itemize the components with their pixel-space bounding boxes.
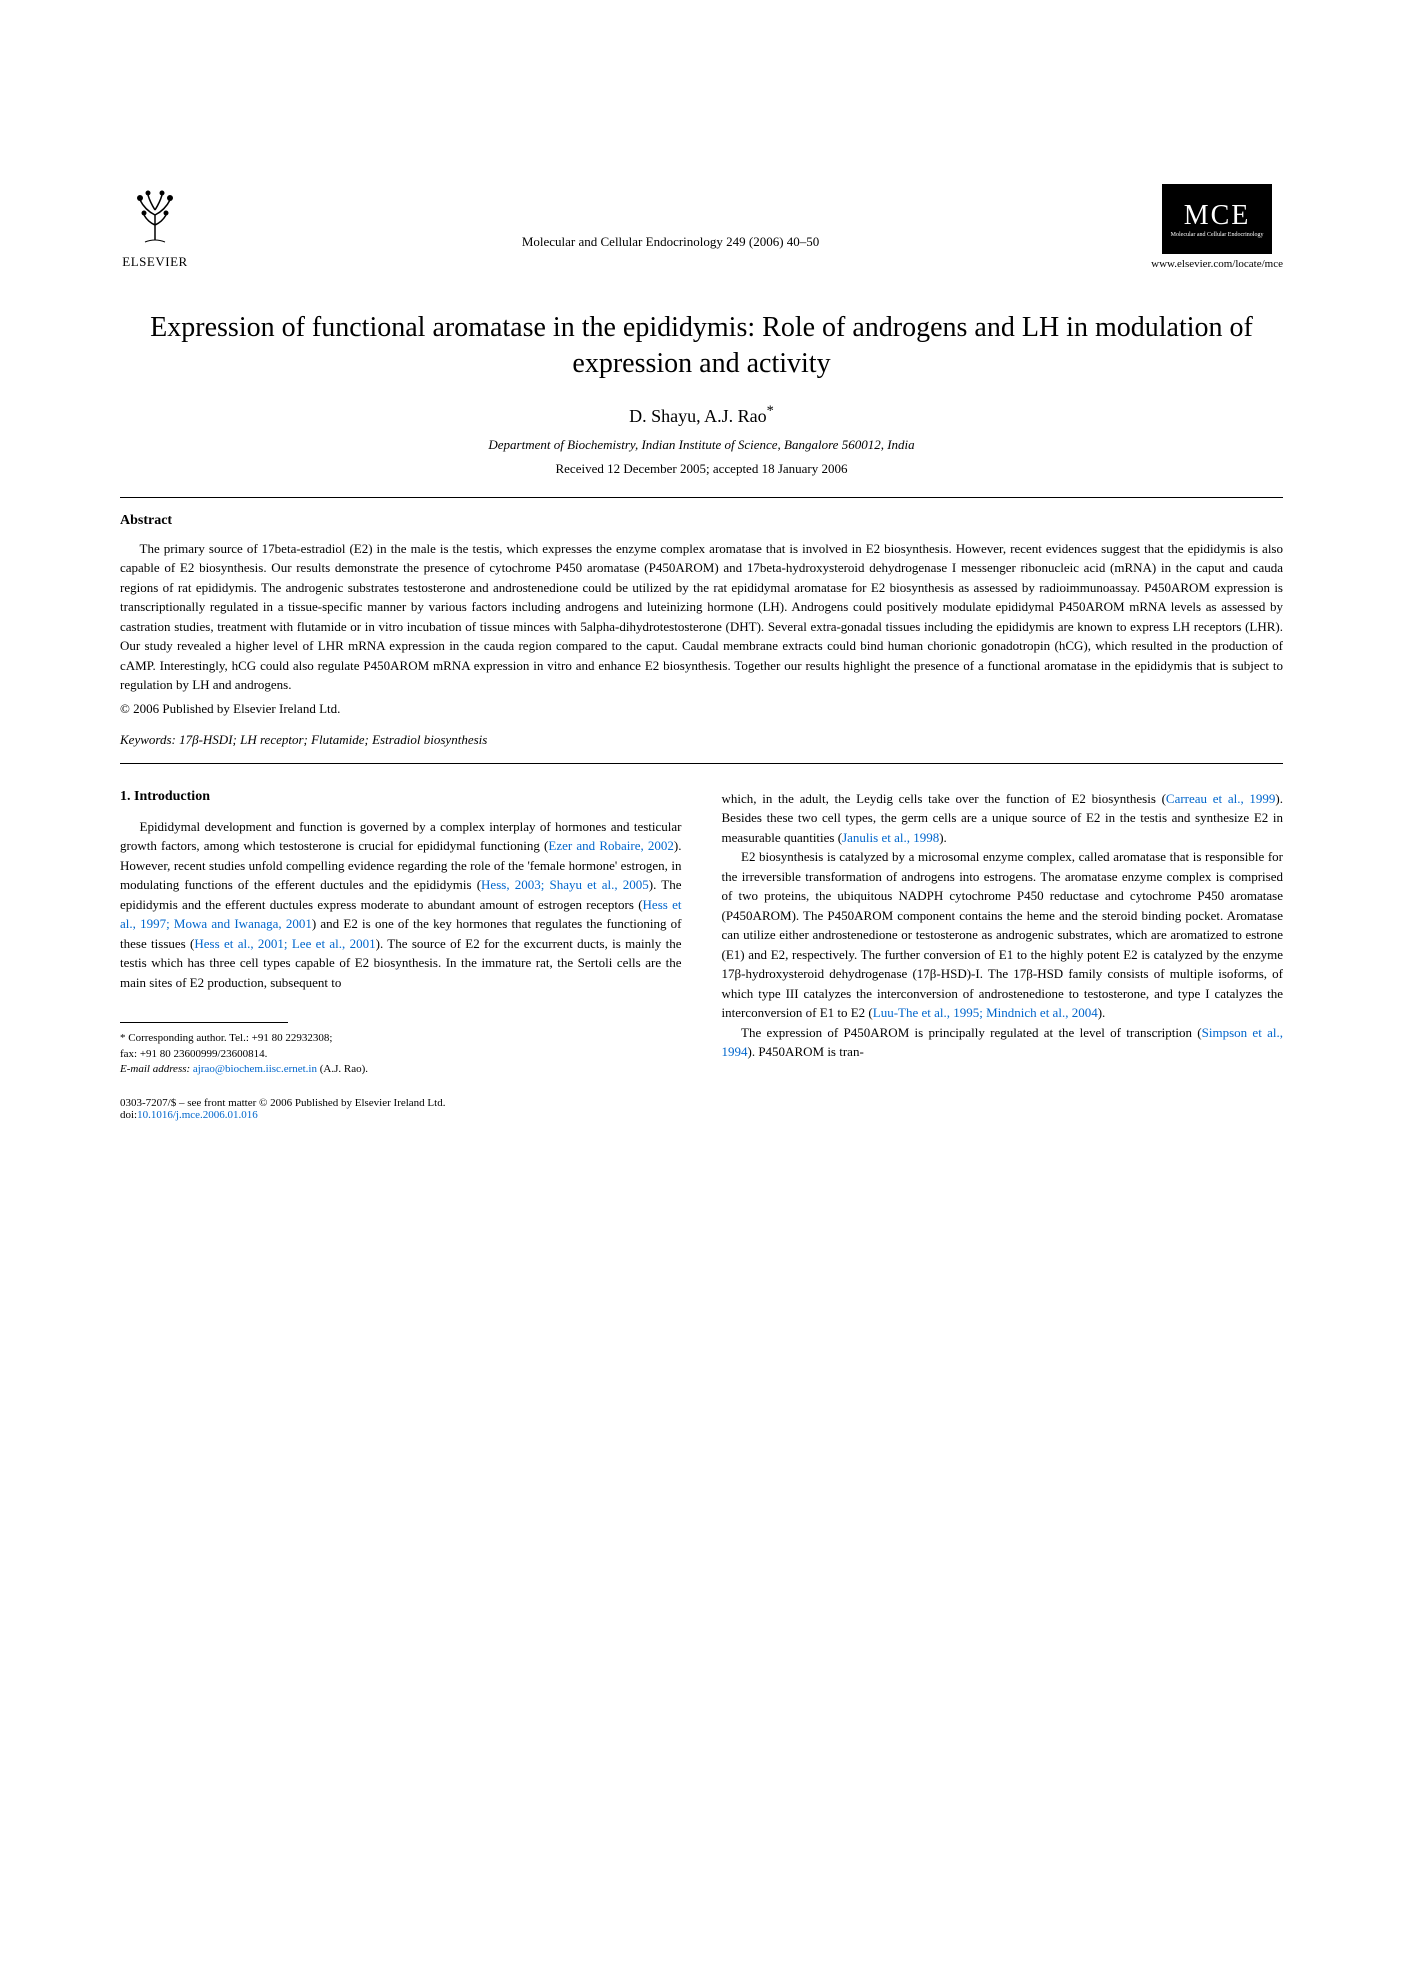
journal-logo-subtitle: Molecular and Cellular Endocrinology — [1171, 232, 1264, 238]
abstract-body: The primary source of 17beta-estradiol (… — [120, 539, 1283, 695]
keywords: Keywords: 17β-HSDI; LH receptor; Flutami… — [120, 732, 1283, 748]
article-dates: Received 12 December 2005; accepted 18 J… — [120, 461, 1283, 477]
journal-reference: Molecular and Cellular Endocrinology 249… — [190, 234, 1151, 270]
citation-link[interactable]: Ezer and Robaire, 2002 — [548, 838, 674, 853]
body-paragraph: Epididymal development and function is g… — [120, 817, 682, 993]
publisher-logo: ELSEVIER — [120, 180, 190, 270]
affiliation: Department of Biochemistry, Indian Insti… — [120, 437, 1283, 453]
citation-link[interactable]: Hess et al., 2001; Lee et al., 2001 — [194, 936, 375, 951]
column-left: 1. Introduction Epididymal development a… — [120, 789, 682, 1078]
corresponding-mark: * — [767, 403, 774, 419]
citation-link[interactable]: Luu-The et al., 1995; Mindnich et al., 2… — [873, 1005, 1098, 1020]
citation-link[interactable]: Hess, 2003; Shayu et al., 2005 — [481, 877, 649, 892]
journal-logo-box: MCE Molecular and Cellular Endocrinology — [1162, 184, 1272, 254]
corr-tel: * Corresponding author. Tel.: +91 80 229… — [120, 1031, 682, 1046]
header-row: ELSEVIER Molecular and Cellular Endocrin… — [120, 180, 1283, 270]
doi-footer: 0303-7207/$ – see front matter © 2006 Pu… — [120, 1097, 1283, 1121]
divider — [120, 763, 1283, 764]
publisher-name: ELSEVIER — [122, 254, 187, 270]
author-names: D. Shayu, A.J. Rao — [629, 406, 767, 426]
abstract-copyright: © 2006 Published by Elsevier Ireland Ltd… — [120, 701, 1283, 717]
journal-url[interactable]: www.elsevier.com/locate/mce — [1151, 258, 1283, 270]
keywords-list: 17β-HSDI; LH receptor; Flutamide; Estrad… — [179, 732, 487, 747]
body-paragraph: which, in the adult, the Leydig cells ta… — [722, 789, 1284, 848]
elsevier-tree-icon — [120, 180, 190, 250]
doi-label: doi: — [120, 1109, 137, 1121]
email-label: E-mail address: — [120, 1063, 190, 1075]
journal-logo: MCE Molecular and Cellular Endocrinology… — [1151, 184, 1283, 270]
citation-link[interactable]: Janulis et al., 1998 — [842, 830, 939, 845]
authors: D. Shayu, A.J. Rao* — [120, 403, 1283, 427]
corr-fax: fax: +91 80 23600999/23600814. — [120, 1047, 682, 1062]
keywords-label: Keywords: — [120, 732, 176, 747]
corresponding-footnote: * Corresponding author. Tel.: +91 80 229… — [120, 1031, 682, 1077]
body-paragraph: E2 biosynthesis is catalyzed by a micros… — [722, 847, 1284, 1023]
journal-logo-initials: MCE — [1184, 200, 1251, 232]
body-paragraph: The expression of P450AROM is principall… — [722, 1023, 1284, 1062]
abstract-heading: Abstract — [120, 513, 1283, 529]
citation-link[interactable]: Carreau et al., 1999 — [1166, 791, 1276, 806]
article-title: Expression of functional aromatase in th… — [120, 310, 1283, 383]
front-matter-line: 0303-7207/$ – see front matter © 2006 Pu… — [120, 1097, 1283, 1109]
email-suffix: (A.J. Rao). — [320, 1063, 368, 1075]
section-heading: 1. Introduction — [120, 789, 682, 805]
email-link[interactable]: ajrao@biochem.iisc.ernet.in — [193, 1063, 317, 1075]
body-columns: 1. Introduction Epididymal development a… — [120, 789, 1283, 1078]
divider — [120, 497, 1283, 498]
doi-line: doi:10.1016/j.mce.2006.01.016 — [120, 1109, 1283, 1121]
corr-email-line: E-mail address: ajrao@biochem.iisc.ernet… — [120, 1062, 682, 1077]
column-right: which, in the adult, the Leydig cells ta… — [722, 789, 1284, 1078]
doi-link[interactable]: 10.1016/j.mce.2006.01.016 — [137, 1109, 258, 1121]
footnote-divider — [120, 1022, 288, 1023]
